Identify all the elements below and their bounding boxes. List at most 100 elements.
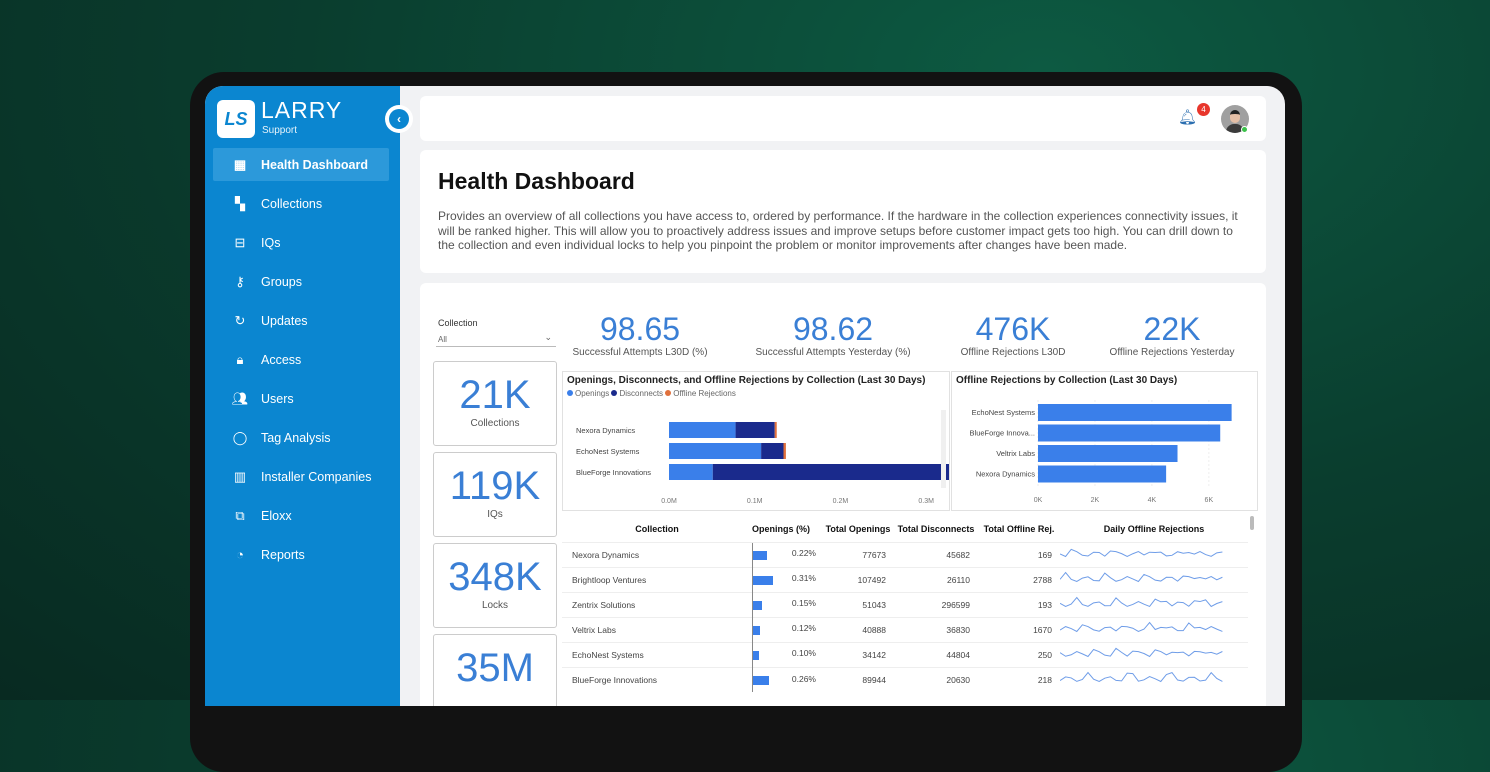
kpi-label: Successful Attempts L30D (%) [572,347,708,358]
column-header[interactable]: Total Offline Rej. [983,523,1055,534]
building-icon: ▥ [233,468,247,484]
y-tick-label: Nexora Dynamics [576,426,635,435]
pie-icon: ◔ [236,547,244,562]
bar-disconnects[interactable] [735,422,775,438]
bar-disconnects[interactable] [712,464,949,480]
sidebar-item-label: Collections [261,196,323,211]
summary-label: Collections [470,418,520,429]
legend-offline: Offline Rejections [673,389,736,398]
legend-disconnects: Disconnects [619,389,664,398]
collapse-sidebar-button[interactable]: ‹ [385,105,413,133]
sidebar-item-label: Reports [261,547,305,562]
summary-card: 21K Collections [433,361,557,446]
bar-openings[interactable] [669,464,713,480]
bar[interactable] [1038,404,1232,421]
sparkline [1059,596,1223,607]
sidebar-item-label: Updates [261,313,308,328]
sidebar-item-iqs[interactable]: ⊟ IQs [213,226,389,259]
total-disconnects: 20630 [894,666,978,692]
bar-offline-rejections[interactable] [783,443,786,459]
sidebar-nav: ▦ Health Dashboard ▚ Collections ⊟ IQs ⚷ Groups… [213,148,389,577]
table-row[interactable]: EchoNest Systems 0.10% 34142 44804 250 [562,641,1248,667]
total-openings: 34142 [822,641,894,667]
page-description: Provides an overview of all collections … [438,209,1238,252]
column-header[interactable]: Collection [635,523,679,534]
kpi-card: 476K Offline Rejections L30D [961,311,1066,359]
table-row[interactable]: Veltrix Labs 0.12% 40888 36830 1670 [562,616,1248,642]
collection-name: Veltrix Labs [562,616,752,642]
sidebar-item-access[interactable]: 🔒︎ Access [213,343,389,376]
total-disconnects: 44804 [894,641,978,667]
app-screen: LS LARRY Support ▦ Health Dashboard ▚ Colle… [205,86,1285,706]
y-tick-label: Veltrix Labs [996,449,1035,458]
online-status-dot [1241,126,1248,133]
kpi-card: 98.65 Successful Attempts L30D (%) [572,311,707,359]
table-row[interactable]: Nexora Dynamics 0.22% 77673 45682 169 [562,541,1248,567]
chart-scrollbar[interactable] [941,410,946,488]
column-header[interactable]: Total Openings [825,523,891,534]
collection-filter-select[interactable]: All ⌄ [436,331,556,347]
top-bar: 🔔︎ 4 [420,96,1266,141]
y-tick-label: Nexora Dynamics [976,470,1035,479]
x-tick-label: 0.0M [661,498,677,505]
chart-legend: Openings Disconnects Offline Rejections [563,389,949,398]
dashboard-icon: ▦ [233,156,247,172]
refresh-icon: ↻ [234,312,246,328]
bar-openings[interactable] [669,443,762,459]
bar-offline-rejections[interactable] [774,422,777,438]
filter-value: All [438,335,447,344]
table-row[interactable]: BlueForge Innovations 0.26% 89944 20630 … [562,666,1248,692]
openings-pct-bar [752,550,767,560]
table-scrollbar[interactable] [1250,516,1254,530]
summary-value: 35M [456,646,534,690]
sidebar-item-label: Tag Analysis [261,430,331,445]
sidebar-item-groups[interactable]: ⚷ Groups [213,265,389,298]
table-row[interactable]: Brightloop Ventures 0.31% 107492 26110 2… [562,566,1248,592]
sidebar-item-installer-companies[interactable]: ▥ Installer Companies [213,460,389,493]
bar-openings[interactable] [669,422,736,438]
legend-dot-offline [665,390,672,396]
bar[interactable] [1038,445,1178,462]
sidebar-item-label: Eloxx [261,508,292,523]
openings-pct: 0.12% [791,623,816,634]
tag-icon: ◯ [232,429,248,445]
sparkline [1059,647,1223,657]
page-title: Health Dashboard [438,168,635,194]
total-offline-rej: 169 [978,541,1060,567]
dashboard-card: Collection All ⌄ 98.65 Successful Attempts… [420,283,1266,706]
column-header[interactable]: Openings (%) [752,523,810,534]
y-tick-label: EchoNest Systems [972,408,1036,417]
sidebar-item-updates[interactable]: ↻ Updates [213,304,389,337]
notification-badge: 4 [1197,103,1210,116]
collection-name: EchoNest Systems [562,641,752,667]
total-openings: 40888 [822,616,894,642]
bar[interactable] [1038,424,1221,442]
sidebar-item-reports[interactable]: ◔ Reports [213,538,389,571]
sidebar-item-health-dashboard[interactable]: ▦ Health Dashboard [213,148,389,181]
x-tick-label: 6K [1205,497,1214,504]
bar[interactable] [1038,465,1167,483]
x-tick-label: 0.1M [747,498,763,505]
kpi-card: 22K Offline Rejections Yesterday [1110,311,1235,359]
openings-pct-bar [752,600,763,610]
lock-icon: 🔒︎ [236,351,244,367]
bar-disconnects[interactable] [761,443,784,459]
sidebar-item-collections[interactable]: ▚ Collections [213,187,389,220]
sparkline [1059,621,1223,632]
collection-name: Brightloop Ventures [562,566,752,592]
sidebar-item-label: Users [261,391,294,406]
column-header[interactable]: Total Disconnects [897,523,975,534]
column-header[interactable]: Daily Offline Rejections [1103,523,1205,534]
openings-pct-bar [752,575,773,585]
legend-dot-openings [567,390,573,396]
sidebar-item-users[interactable]: 👥︎ Users [213,382,389,415]
table-row[interactable]: Zentrix Solutions 0.15% 51043 296599 193 [562,591,1248,617]
x-tick-label: 0.3M [918,498,934,505]
y-tick-label: EchoNest Systems [576,447,640,456]
sidebar-item-label: IQs [261,235,281,250]
sidebar-item-tag-analysis[interactable]: ◯ Tag Analysis [213,421,389,454]
chart-title: Offline Rejections by Collection (Last 3… [956,375,1178,386]
bell-icon[interactable]: 🔔︎ [1178,109,1198,126]
kpi-value: 98.62 [792,311,874,347]
sidebar-item-eloxx[interactable]: ⧉ Eloxx [213,499,389,532]
